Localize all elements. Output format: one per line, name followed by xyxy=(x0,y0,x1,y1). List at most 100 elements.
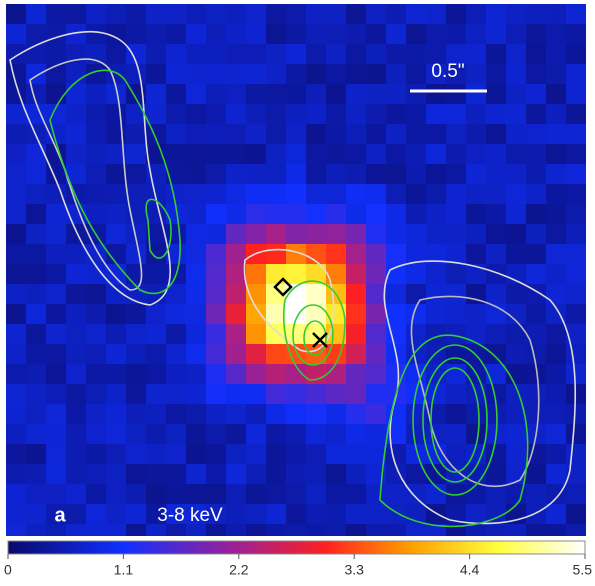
pixel xyxy=(226,164,246,184)
pixel xyxy=(46,244,66,264)
pixel xyxy=(566,264,586,284)
pixel xyxy=(186,164,206,184)
pixel xyxy=(26,284,46,304)
pixel xyxy=(166,84,186,104)
pixel xyxy=(26,304,46,324)
pixel xyxy=(546,344,566,364)
pixel xyxy=(106,424,126,444)
pixel xyxy=(206,64,226,84)
pixel xyxy=(106,164,126,184)
pixel xyxy=(566,204,586,224)
pixel xyxy=(566,4,586,24)
pixel xyxy=(526,224,546,244)
pixel xyxy=(126,124,146,144)
pixel xyxy=(406,24,426,44)
pixel xyxy=(426,84,446,104)
pixel xyxy=(366,204,386,224)
pixel xyxy=(246,344,266,364)
pixel xyxy=(326,264,346,284)
pixel xyxy=(26,424,46,444)
pixel xyxy=(366,84,386,104)
pixel xyxy=(486,184,506,204)
pixel xyxy=(106,44,126,64)
pixel xyxy=(466,4,486,24)
pixel xyxy=(506,24,526,44)
pixel xyxy=(466,44,486,64)
pixel xyxy=(526,484,546,504)
pixel xyxy=(26,344,46,364)
pixel xyxy=(326,244,346,264)
pixel xyxy=(546,104,566,124)
pixel xyxy=(226,464,246,484)
pixel xyxy=(566,384,586,404)
pixel xyxy=(306,44,326,64)
pixel xyxy=(146,304,166,324)
pixel xyxy=(146,484,166,504)
pixel xyxy=(86,304,106,324)
pixel xyxy=(406,64,426,84)
pixel xyxy=(126,4,146,24)
pixel xyxy=(86,84,106,104)
pixel xyxy=(206,364,226,384)
pixel xyxy=(206,84,226,104)
pixel xyxy=(266,444,286,464)
pixel xyxy=(506,344,526,364)
pixel xyxy=(506,184,526,204)
pixel xyxy=(126,164,146,184)
pixel xyxy=(186,4,206,24)
pixel xyxy=(526,264,546,284)
pixel xyxy=(506,4,526,24)
pixel xyxy=(186,144,206,164)
pixel xyxy=(446,4,466,24)
pixel xyxy=(86,324,106,344)
pixel xyxy=(66,104,86,124)
pixel xyxy=(86,464,106,484)
pixel xyxy=(286,104,306,124)
pixel xyxy=(146,104,166,124)
pixel xyxy=(426,204,446,224)
pixel xyxy=(306,144,326,164)
pixel xyxy=(486,324,506,344)
pixel xyxy=(346,244,366,264)
pixel xyxy=(446,204,466,224)
pixel xyxy=(226,64,246,84)
pixel xyxy=(546,44,566,64)
pixel xyxy=(66,64,86,84)
pixel xyxy=(46,24,66,44)
pixel xyxy=(446,124,466,144)
pixel xyxy=(186,24,206,44)
pixel xyxy=(566,344,586,364)
pixel xyxy=(566,224,586,244)
pixel xyxy=(286,124,306,144)
pixel xyxy=(486,84,506,104)
pixel xyxy=(146,44,166,64)
pixel xyxy=(526,24,546,44)
pixel xyxy=(226,84,246,104)
pixel xyxy=(106,64,126,84)
pixel xyxy=(546,364,566,384)
pixel xyxy=(86,444,106,464)
pixel xyxy=(66,304,86,324)
pixel xyxy=(546,64,566,84)
pixel xyxy=(306,4,326,24)
pixel xyxy=(246,364,266,384)
pixel xyxy=(446,164,466,184)
pixel xyxy=(506,84,526,104)
pixel xyxy=(426,24,446,44)
pixel xyxy=(566,144,586,164)
pixel xyxy=(26,44,46,64)
pixel xyxy=(486,24,506,44)
pixel xyxy=(366,64,386,84)
pixel xyxy=(226,124,246,144)
pixel xyxy=(306,384,326,404)
pixel xyxy=(6,244,26,264)
pixel xyxy=(366,184,386,204)
pixel xyxy=(326,444,346,464)
pixel xyxy=(346,64,366,84)
pixel xyxy=(526,244,546,264)
pixel xyxy=(246,224,266,244)
pixel xyxy=(306,224,326,244)
pixel xyxy=(106,464,126,484)
pixel xyxy=(246,4,266,24)
pixel xyxy=(566,364,586,384)
